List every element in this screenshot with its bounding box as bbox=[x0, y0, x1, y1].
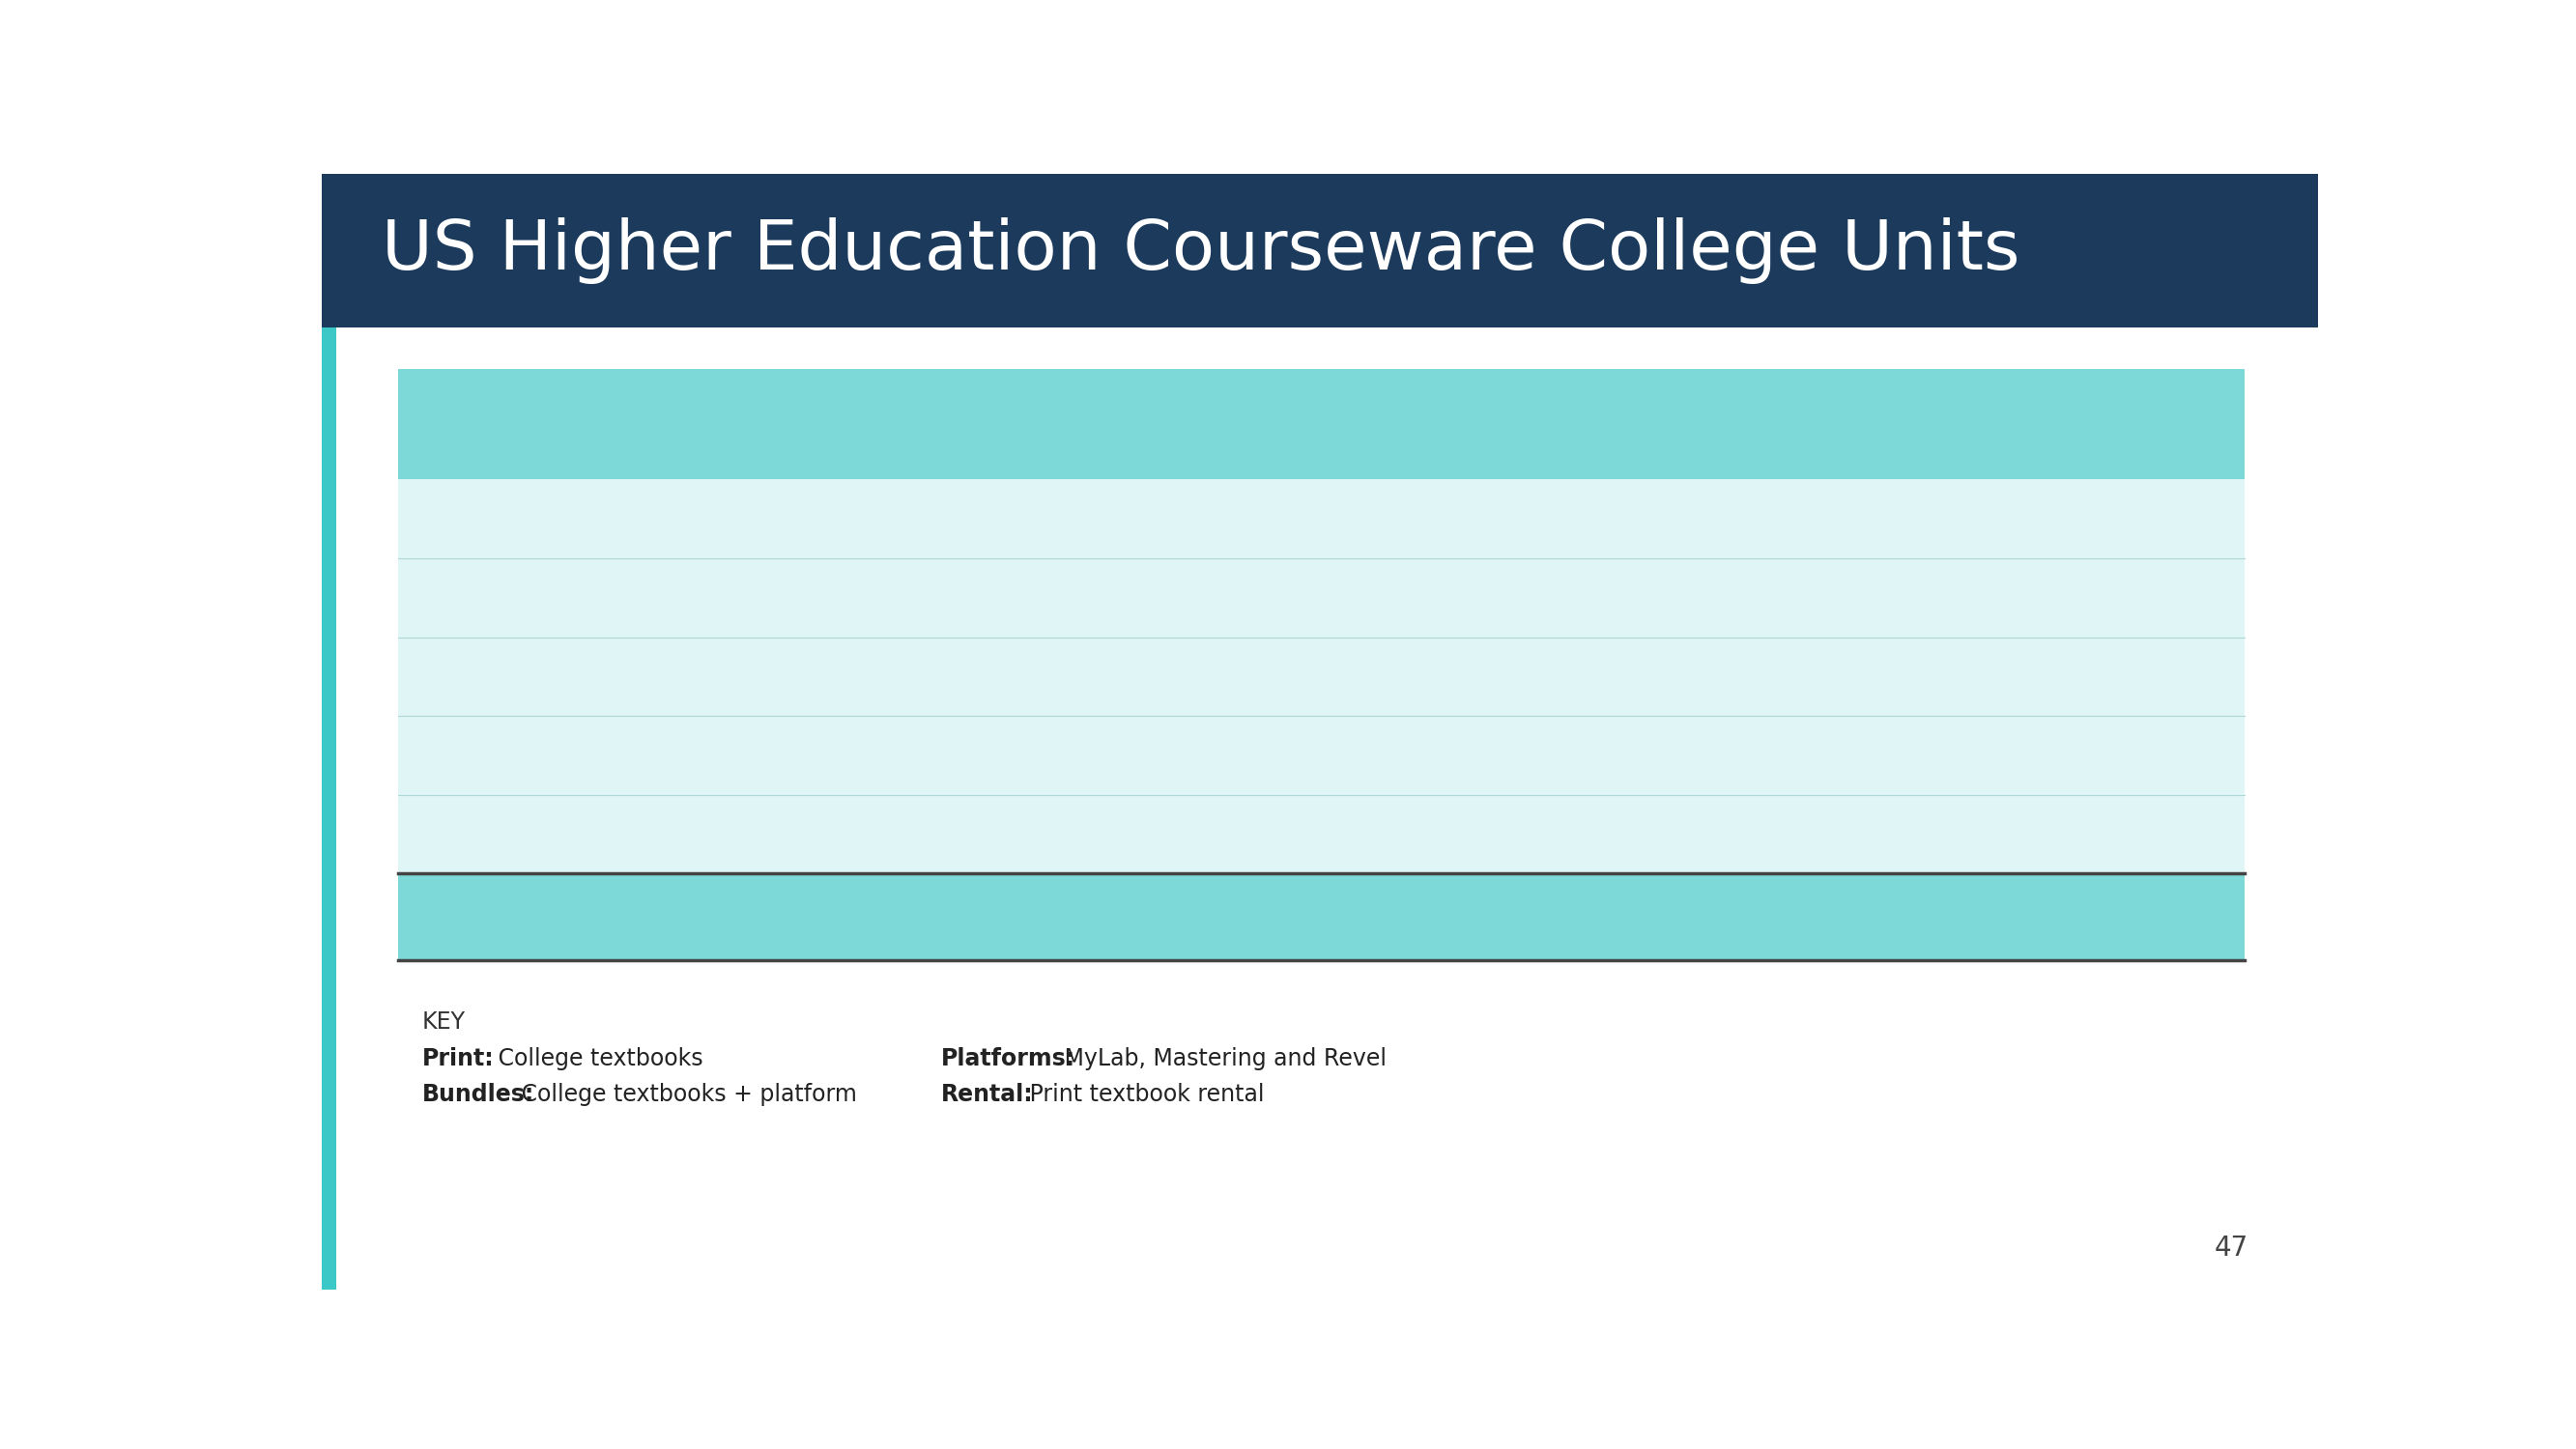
Bar bbox=[397, 716, 2244, 796]
Text: 0.5: 0.5 bbox=[1090, 582, 1141, 614]
Text: Rental: Rental bbox=[433, 739, 533, 771]
Bar bbox=[397, 874, 2244, 961]
Text: 6.1: 6.1 bbox=[1090, 661, 1141, 693]
Text: Bundles:: Bundles: bbox=[422, 1084, 533, 1107]
Text: 0.2: 0.2 bbox=[1450, 739, 1502, 771]
Text: KEY: KEY bbox=[422, 1011, 466, 1035]
Text: 0.3: 0.3 bbox=[1090, 739, 1141, 771]
Text: eText and Pearson+: eText and Pearson+ bbox=[433, 819, 752, 851]
Text: 12.4: 12.4 bbox=[1450, 901, 1535, 933]
Text: 0.7: 0.7 bbox=[1450, 582, 1502, 614]
Bar bbox=[322, 327, 335, 1290]
Text: MyLab, Mastering and Revel: MyLab, Mastering and Revel bbox=[1056, 1048, 1386, 1071]
Text: Units by format: Units by format bbox=[433, 409, 716, 440]
Text: (4)%: (4)% bbox=[1808, 819, 1886, 851]
Text: 1.5: 1.5 bbox=[1450, 503, 1502, 535]
Text: Year on year change: Year on year change bbox=[1808, 409, 2179, 440]
Text: 6.3: 6.3 bbox=[1450, 661, 1502, 693]
Text: College textbooks: College textbooks bbox=[492, 1048, 703, 1071]
Text: 1.5: 1.5 bbox=[1090, 503, 1141, 535]
Text: 2020 units (m): 2020 units (m) bbox=[1450, 409, 1716, 440]
Bar bbox=[397, 480, 2244, 558]
Text: US Higher Education Courseware College Units: US Higher Education Courseware College U… bbox=[381, 217, 2020, 284]
Text: (2)%: (2)% bbox=[1808, 661, 1886, 693]
Text: College textbooks + platform: College textbooks + platform bbox=[515, 1084, 858, 1107]
Text: (3)%: (3)% bbox=[1808, 901, 1901, 933]
Text: 2021 units (m): 2021 units (m) bbox=[1090, 409, 1358, 440]
Text: 46%: 46% bbox=[1808, 739, 1880, 771]
Text: 47: 47 bbox=[2215, 1235, 2249, 1262]
Text: Print textbook rental: Print textbook rental bbox=[1023, 1084, 1265, 1107]
Bar bbox=[397, 558, 2244, 638]
Text: Rental:: Rental: bbox=[940, 1084, 1033, 1107]
Text: 3.7: 3.7 bbox=[1450, 819, 1502, 851]
Text: Bundles: Bundles bbox=[433, 582, 562, 614]
Text: Print:: Print: bbox=[422, 1048, 495, 1071]
Text: 12.0: 12.0 bbox=[1090, 901, 1177, 933]
Bar bbox=[397, 796, 2244, 874]
Text: 3.6: 3.6 bbox=[1090, 819, 1141, 851]
Text: Print: Print bbox=[433, 503, 505, 535]
Text: Total: Total bbox=[433, 901, 528, 933]
Bar bbox=[322, 174, 2318, 327]
Text: Platforms:: Platforms: bbox=[940, 1048, 1074, 1071]
Text: (1)%: (1)% bbox=[1808, 503, 1886, 535]
Text: Platforms: Platforms bbox=[433, 661, 585, 693]
Bar bbox=[397, 369, 2244, 480]
Text: (29)%: (29)% bbox=[1808, 582, 1906, 614]
Bar bbox=[397, 638, 2244, 716]
